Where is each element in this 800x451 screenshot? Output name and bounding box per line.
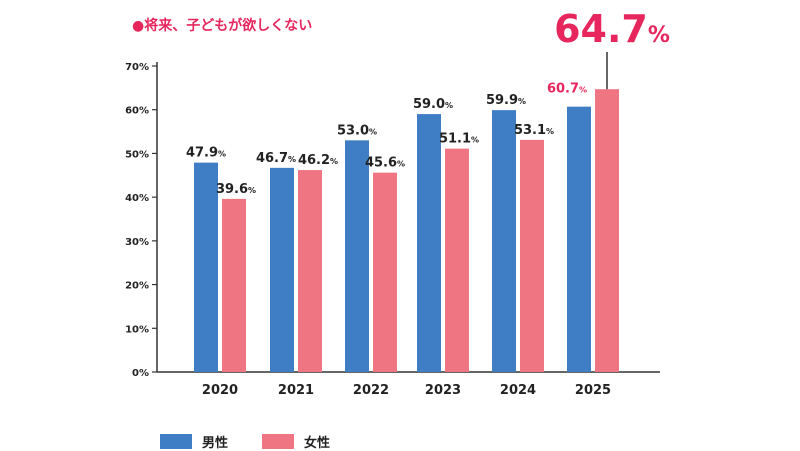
bar-male-2020	[194, 162, 218, 372]
data-label: 46.2%	[298, 153, 338, 168]
bar-male-2024	[492, 110, 516, 372]
legend-swatch-female	[262, 434, 295, 449]
bar-female-2020	[222, 198, 246, 372]
data-label: 64.7%	[554, 7, 670, 51]
legend-label-male: 男性	[202, 436, 229, 451]
bar-female-2023	[445, 148, 469, 372]
data-label: 46.7%	[256, 151, 296, 166]
bar-female-2021	[298, 170, 322, 372]
bars	[194, 89, 619, 372]
legend-item-female: 女性	[262, 432, 330, 451]
bar-male-2021	[270, 167, 294, 372]
data-label: 51.1%	[439, 132, 479, 147]
data-label: 53.1%	[514, 123, 554, 138]
y-tick-label: 0%	[132, 368, 149, 379]
legend: 男性 女性	[160, 432, 330, 451]
y-tick-label: 70%	[125, 62, 149, 73]
x-tick-label: 2023	[425, 383, 461, 398]
bar-female-2025	[595, 89, 619, 372]
bar-female-2024	[520, 139, 544, 372]
legend-label-female: 女性	[304, 436, 331, 451]
data-label: 47.9%	[186, 146, 226, 161]
x-tick-label: 2022	[353, 383, 389, 398]
bar-female-2022	[373, 172, 397, 372]
value-labels: 47.9% 39.6% 46.7% 46.2% 53.0% 45.6% 59.0% 51.1%…	[186, 7, 670, 197]
bar-male-2025	[567, 106, 591, 372]
y-tick-label: 30%	[125, 237, 149, 248]
x-tick-label: 2020	[202, 383, 238, 398]
x-tick-label: 2025	[575, 383, 611, 398]
axes: 0% 10% 20% 30% 40% 50% 60% 70% 2020 2021 2022 2023 2…	[125, 62, 660, 398]
data-label: 59.0%	[413, 97, 453, 112]
legend-swatch-male	[160, 434, 192, 449]
legend-item-male: 男性	[160, 432, 228, 451]
x-tick-label: 2024	[500, 383, 536, 398]
bar-male-2023	[417, 114, 441, 372]
chart-title: ●将来、子どもが欲しくない	[132, 17, 312, 34]
data-label: 39.6%	[216, 182, 256, 197]
y-tick-label: 20%	[125, 281, 149, 292]
data-label: 60.7%	[547, 82, 587, 97]
x-tick-label: 2021	[278, 383, 314, 398]
data-label: 53.0%	[337, 123, 377, 138]
data-label: 59.9%	[486, 93, 526, 108]
y-tick-label: 50%	[125, 149, 149, 160]
y-tick-label: 10%	[125, 324, 149, 335]
data-label: 45.6%	[365, 156, 405, 171]
y-tick-label: 40%	[125, 193, 149, 204]
y-tick-label: 60%	[125, 106, 149, 117]
bar-male-2022	[345, 140, 369, 372]
